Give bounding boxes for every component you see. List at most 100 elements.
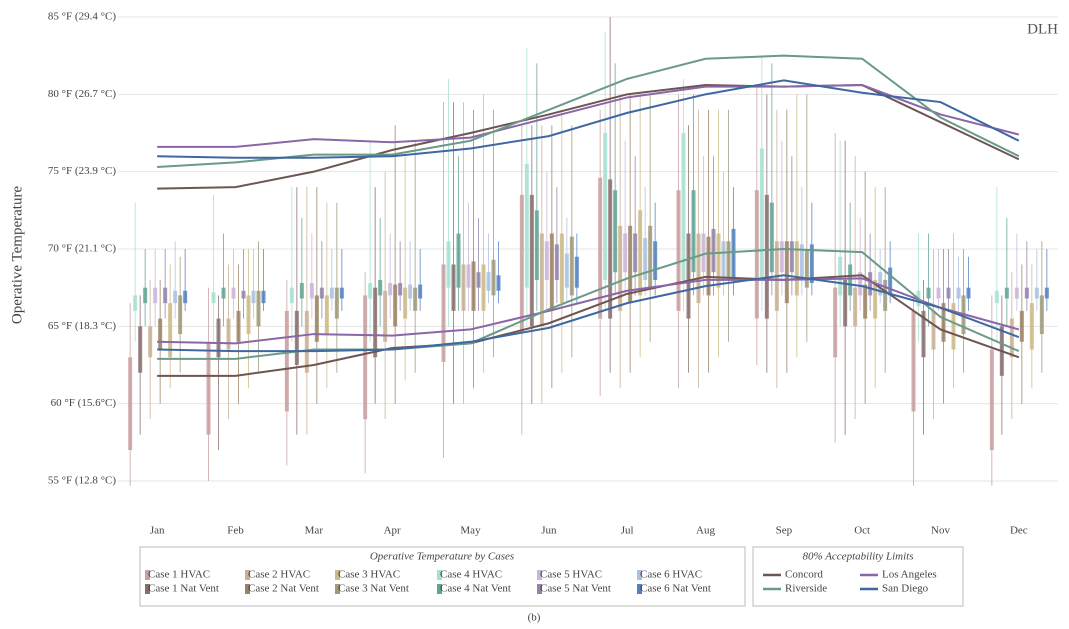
limit-line: [157, 84, 1020, 148]
box: [261, 290, 266, 304]
box: [696, 233, 701, 304]
box: [1004, 287, 1009, 299]
box: [716, 233, 721, 288]
box: [314, 295, 319, 342]
box: [549, 233, 554, 311]
x-tick-label: Apr: [384, 525, 401, 537]
box: [951, 303, 956, 350]
box: [408, 284, 413, 299]
box: [989, 349, 994, 451]
box: [1034, 287, 1039, 299]
box: [226, 318, 231, 350]
box: [926, 287, 931, 299]
box: [496, 275, 501, 291]
legend-box: [139, 546, 746, 607]
box: [251, 290, 256, 304]
box: [476, 272, 481, 288]
legend-label: Case 2 HVAC: [248, 569, 310, 581]
box: [1014, 287, 1019, 299]
box: [544, 241, 549, 280]
box: [873, 279, 878, 319]
box: [388, 283, 393, 296]
box: [789, 241, 794, 273]
box: [539, 233, 544, 327]
box: [603, 132, 608, 280]
y-axis-label: Operative Temperature: [9, 186, 25, 325]
box: [711, 228, 716, 273]
box: [559, 233, 564, 304]
legend-label: Case 3 Nat Vent: [338, 583, 409, 595]
box: [324, 295, 329, 335]
legend-swatch: [145, 584, 150, 594]
legend-swatch: [537, 584, 542, 594]
legend-label: Case 4 Nat Vent: [440, 583, 511, 595]
box: [843, 279, 848, 327]
box: [524, 163, 529, 288]
y-tick-label: 60 °F (15.6°C): [51, 397, 117, 409]
legend-label: Concord: [785, 569, 823, 581]
box: [784, 241, 789, 304]
box: [794, 241, 799, 296]
box: [461, 264, 466, 311]
x-tick-label: Dec: [1010, 525, 1028, 537]
box: [706, 236, 711, 296]
box: [284, 310, 289, 412]
box: [393, 284, 398, 327]
box: [221, 287, 226, 299]
box: [211, 292, 216, 304]
box: [368, 283, 373, 299]
box: [754, 190, 759, 319]
legend-label: Case 6 Nat Vent: [640, 583, 711, 595]
legend-label: Case 5 HVAC: [540, 569, 602, 581]
box: [618, 225, 623, 311]
box: [804, 249, 809, 288]
box: [809, 244, 814, 284]
box: [148, 326, 153, 358]
box: [143, 287, 148, 304]
box: [241, 290, 246, 299]
box: [153, 287, 158, 304]
chart-tag: DLH: [1027, 21, 1058, 37]
x-tick-label: Mar: [305, 525, 324, 537]
legend-box: [752, 546, 964, 607]
box: [446, 241, 451, 288]
box: [691, 190, 696, 273]
x-tick-label: Jan: [150, 525, 165, 537]
x-tick-label: Nov: [931, 525, 950, 537]
box: [564, 253, 569, 288]
legend-title: 80% Acceptability Limits: [802, 551, 913, 563]
legend-label: Case 4 HVAC: [440, 569, 502, 581]
box: [686, 233, 691, 319]
legend-swatch: [637, 570, 642, 580]
box: [883, 279, 888, 311]
box: [471, 261, 476, 311]
y-tick-label: 65 °F (18.3 °C): [48, 320, 116, 332]
box: [329, 287, 334, 299]
box: [643, 238, 648, 280]
box: [183, 290, 188, 304]
box: [128, 357, 133, 451]
x-tick-label: Oct: [854, 525, 870, 537]
box: [319, 287, 324, 299]
limit-line: [157, 274, 1020, 353]
box: [163, 287, 168, 304]
x-tick-label: Jun: [541, 525, 557, 537]
box: [1024, 287, 1029, 299]
box: [726, 241, 731, 280]
box: [731, 228, 736, 280]
box: [921, 310, 926, 358]
y-tick-label: 70 °F (21.1 °C): [48, 243, 116, 255]
box: [1029, 303, 1034, 350]
box: [858, 272, 863, 296]
legend-label: Case 1 Nat Vent: [148, 583, 219, 595]
box: [403, 287, 408, 319]
legend-label: Case 2 Nat Vent: [248, 583, 319, 595]
box: [383, 290, 388, 342]
limit-line: [157, 277, 1020, 345]
legend-swatch: [537, 570, 542, 580]
box: [178, 295, 183, 335]
box: [309, 283, 314, 299]
box: [398, 283, 403, 296]
box: [529, 194, 534, 327]
box: [721, 241, 726, 280]
